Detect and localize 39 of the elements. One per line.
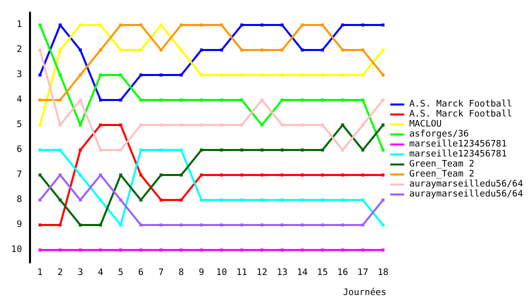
x-tick-label: 8 [178, 268, 184, 278]
legend-label: Green_Team 2 [409, 170, 474, 180]
y-tick-label: 7 [16, 170, 22, 180]
x-tick-label: 12 [256, 268, 268, 278]
legend-label: Green_Team 2 [409, 160, 474, 170]
x-tick-label: 13 [276, 268, 288, 278]
x-tick-label: 16 [337, 268, 348, 278]
legend-label: MACLOU [409, 120, 442, 130]
y-tick-label: 3 [16, 70, 22, 80]
x-tick-label: 2 [57, 268, 63, 278]
legend-label: asforges/36 [409, 130, 469, 140]
x-tick-label: 18 [378, 268, 388, 278]
legend-label: auraymarseilledu56/64 [409, 190, 524, 200]
y-tick-label: 9 [16, 220, 22, 230]
legend-label: A.S. Marck Football [409, 110, 512, 120]
x-tick-label: 14 [296, 268, 308, 278]
y-tick-label: 2 [16, 45, 22, 55]
legend-label: marseille123456781 [409, 150, 507, 160]
legend-label: A.S. Marck Football [409, 100, 512, 110]
y-tick-label: 10 [11, 245, 22, 255]
x-axis-title: Journées [343, 287, 386, 298]
y-tick-label: 6 [16, 145, 22, 155]
y-tick-label: 8 [16, 195, 22, 205]
x-tick-label: 10 [216, 268, 228, 278]
y-tick-label: 1 [16, 20, 22, 30]
y-tick-label: 5 [16, 120, 22, 130]
x-tick-label: 7 [158, 268, 164, 278]
x-tick-label: 17 [357, 268, 368, 278]
x-tick-label: 6 [138, 268, 144, 278]
legend-label: marseille123456781 [409, 140, 507, 150]
x-tick-label: 3 [78, 268, 84, 278]
y-tick-label: 4 [16, 95, 22, 105]
legend-label: auraymarseilledu56/64 [409, 180, 524, 190]
x-tick-label: 9 [198, 268, 204, 278]
x-tick-label: 5 [118, 268, 124, 278]
x-tick-label: 4 [98, 268, 104, 278]
x-tick-label: 1 [37, 268, 43, 278]
x-tick-label: 11 [236, 268, 248, 278]
x-tick-label: 15 [317, 268, 328, 278]
